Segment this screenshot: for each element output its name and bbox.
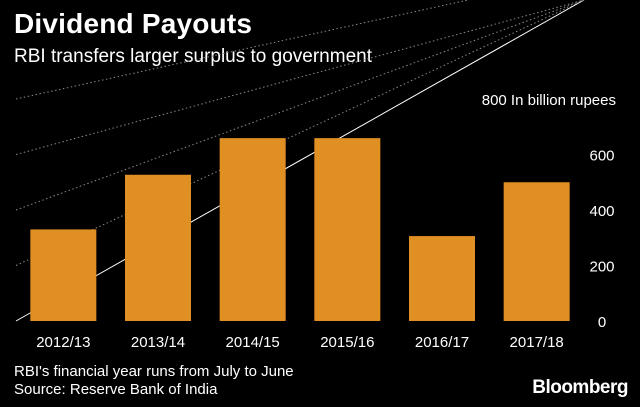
- y-tick-label: 800 In billion rupees: [482, 92, 616, 109]
- bar-2015-16: [314, 138, 381, 321]
- x-tick-label: 2017/18: [510, 334, 564, 351]
- source-note: Source: Reserve Bank of India: [14, 381, 218, 398]
- gridlines: [15, 0, 585, 322]
- x-tick-label: 2015/16: [320, 334, 374, 351]
- bar-2017-18: [503, 182, 570, 321]
- gridline: [15, 0, 585, 155]
- bar-2016-17: [409, 236, 475, 321]
- fiscal-year-note: RBI's financial year runs from July to J…: [14, 363, 294, 380]
- bloomberg-logo: Bloomberg: [532, 377, 628, 398]
- y-tick-label: 0: [598, 314, 606, 331]
- gridline: [15, 0, 469, 100]
- x-tick-label: 2013/14: [131, 334, 185, 351]
- chart-subtitle: RBI transfers larger surplus to governme…: [14, 46, 372, 67]
- baseline: [15, 0, 585, 322]
- y-tick-label: 400: [589, 203, 614, 220]
- y-axis-ticks: 0 200 400 600 800 In billion rupees: [482, 92, 616, 331]
- x-tick-label: 2016/17: [415, 334, 469, 351]
- bar-2013-14: [125, 174, 191, 321]
- y-tick-label: 200: [589, 259, 614, 276]
- bar-2012-13: [30, 229, 97, 321]
- y-tick-label: 600: [589, 148, 614, 165]
- gridline: [15, 0, 585, 211]
- bars: [30, 138, 570, 321]
- bar-2014-15: [219, 138, 286, 321]
- x-tick-label: 2012/13: [36, 334, 90, 351]
- x-tick-label: 2014/15: [226, 334, 280, 351]
- footnote: RBI's financial year runs from July to J…: [14, 363, 294, 399]
- gridline: [15, 0, 585, 266]
- x-axis-ticks: 2012/13 2013/14 2014/15 2015/16 2016/17 2017/…: [36, 334, 564, 351]
- chart-title: Dividend Payouts: [14, 8, 253, 39]
